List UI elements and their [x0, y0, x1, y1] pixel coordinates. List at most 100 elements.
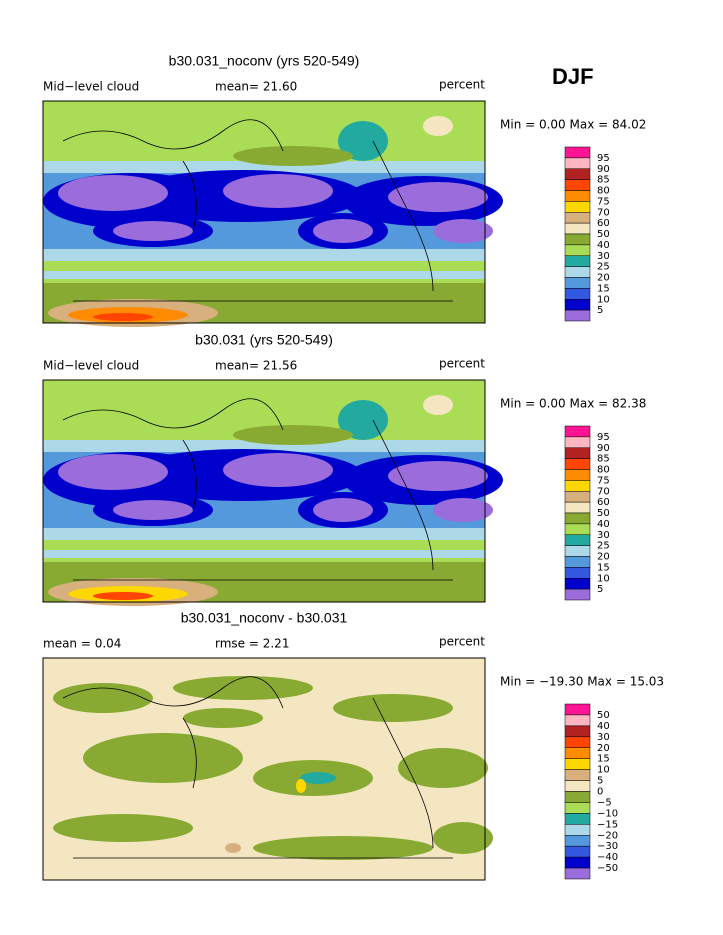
- colorbar-swatch: [564, 780, 591, 792]
- contour-region: [423, 395, 453, 415]
- contour-region: [113, 221, 193, 241]
- colorbar-swatch: [564, 491, 591, 503]
- contour-region: [313, 498, 373, 522]
- colorbar-swatch: [564, 725, 591, 738]
- colorbar-swatch: [564, 244, 591, 256]
- contour-region: [183, 708, 263, 728]
- colorbar-swatch: [564, 556, 591, 568]
- panel-title: b30.031_noconv - b30.031: [181, 610, 348, 626]
- panel-units: percent: [439, 357, 485, 371]
- contour-region: [53, 683, 153, 713]
- colorbar-label: 90: [597, 443, 610, 454]
- colorbar-label: 85: [597, 454, 610, 465]
- colorbar-swatch: [564, 534, 591, 546]
- contour-region: [388, 182, 488, 212]
- panel-middle-label: rmse = 2.21: [215, 637, 289, 651]
- map-frame: [42, 379, 486, 603]
- panel-left-label: Mid−level cloud: [43, 359, 139, 373]
- colorbar-label: 20: [597, 552, 610, 563]
- colorbar-label: 40: [597, 240, 610, 251]
- colorbar-swatch: [564, 299, 591, 311]
- colorbar-label: 95: [597, 153, 610, 164]
- colorbar-swatch: [564, 447, 591, 459]
- min-max: Min = 0.00 Max = 84.02: [500, 118, 646, 132]
- colorbar-label: 90: [597, 164, 610, 175]
- contour-region: [58, 175, 168, 211]
- colorbar-swatch: [564, 222, 591, 235]
- coastlines: [62, 398, 453, 581]
- contour-region: [313, 219, 373, 243]
- contour-region: [233, 146, 353, 166]
- colorbar-swatch: [564, 168, 591, 180]
- colorbar-swatch: [564, 255, 591, 267]
- colorbar-label: 95: [597, 432, 610, 443]
- colorbar-swatch: [564, 480, 591, 492]
- colorbar-label: 40: [597, 721, 610, 732]
- colorbar-label: −30: [597, 841, 618, 852]
- colorbar-label: 15: [597, 562, 610, 573]
- contour-region: [433, 822, 493, 854]
- colorbar-label: 60: [597, 218, 610, 229]
- colorbar-label: −15: [597, 819, 618, 830]
- colorbar-label: −10: [597, 808, 618, 819]
- colorbar-swatch: [564, 201, 591, 213]
- map-frame: [42, 100, 486, 324]
- colorbar-label: 20: [597, 273, 610, 284]
- colorbar-label: 25: [597, 262, 610, 273]
- contour-region: [253, 836, 433, 860]
- contour-region: [388, 461, 488, 491]
- colorbar-swatch: [564, 567, 591, 579]
- coastlines: [62, 119, 453, 302]
- colorbar-label: −50: [597, 863, 618, 874]
- colorbar-label: 30: [597, 251, 610, 262]
- colorbar-label: 5: [597, 305, 603, 316]
- colorbar-swatch: [564, 824, 591, 836]
- colorbar-label: 70: [597, 207, 610, 218]
- coastlines: [62, 676, 453, 859]
- contour-region: [296, 779, 306, 793]
- colorbar-label: 80: [597, 186, 610, 197]
- contour-region: [233, 425, 353, 445]
- colorbar-swatch: [564, 146, 591, 159]
- colorbar-swatch: [564, 190, 591, 202]
- colorbar-swatch: [564, 501, 591, 514]
- colorbar-swatch: [564, 545, 591, 557]
- contour-region: [338, 400, 388, 440]
- contour-region: [83, 733, 243, 783]
- contour-region: [43, 550, 485, 558]
- colorbar-swatch: [564, 769, 591, 781]
- colorbar-swatch: [564, 277, 591, 289]
- panel-units: percent: [439, 78, 485, 92]
- colorbar-swatch: [564, 703, 591, 716]
- colorbar-swatch: [564, 512, 591, 525]
- contour-region: [58, 454, 168, 490]
- contour-region: [433, 219, 493, 243]
- map: [43, 380, 503, 606]
- map: [43, 658, 493, 880]
- contour-region: [223, 174, 333, 208]
- colorbar-label: −20: [597, 830, 618, 841]
- panel-title: b30.031_noconv (yrs 520-549): [169, 53, 360, 69]
- contour-region: [300, 772, 336, 784]
- colorbar-swatch: [564, 309, 591, 322]
- contour-region: [333, 694, 453, 722]
- season-label: DJF: [552, 64, 594, 89]
- colorbar-label: 85: [597, 175, 610, 186]
- colorbar-swatch: [564, 867, 591, 880]
- colorbar-swatch: [564, 266, 591, 278]
- colorbar-swatch: [564, 469, 591, 481]
- contour-region: [223, 453, 333, 487]
- colorbar-swatch: [564, 288, 591, 300]
- contour-region: [423, 116, 453, 136]
- colorbar-swatch: [564, 856, 591, 869]
- panel-units: percent: [439, 635, 485, 649]
- panel-middle-label: mean= 21.56: [215, 359, 297, 373]
- colorbar-label: 40: [597, 519, 610, 530]
- colorbar-swatch: [564, 436, 591, 448]
- colorbar-swatch: [564, 588, 591, 601]
- colorbar-swatch: [564, 425, 591, 438]
- contour-region: [225, 843, 241, 853]
- contour-region: [53, 814, 193, 842]
- colorbar-label: 75: [597, 196, 610, 207]
